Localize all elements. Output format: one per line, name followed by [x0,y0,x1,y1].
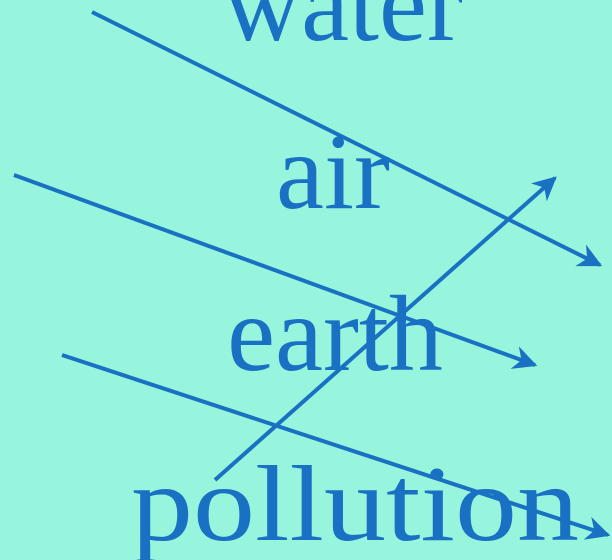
arrow [91,10,603,267]
word: water [223,0,463,64]
arrow [61,353,611,540]
arrow [213,176,557,482]
arrow [13,173,538,369]
